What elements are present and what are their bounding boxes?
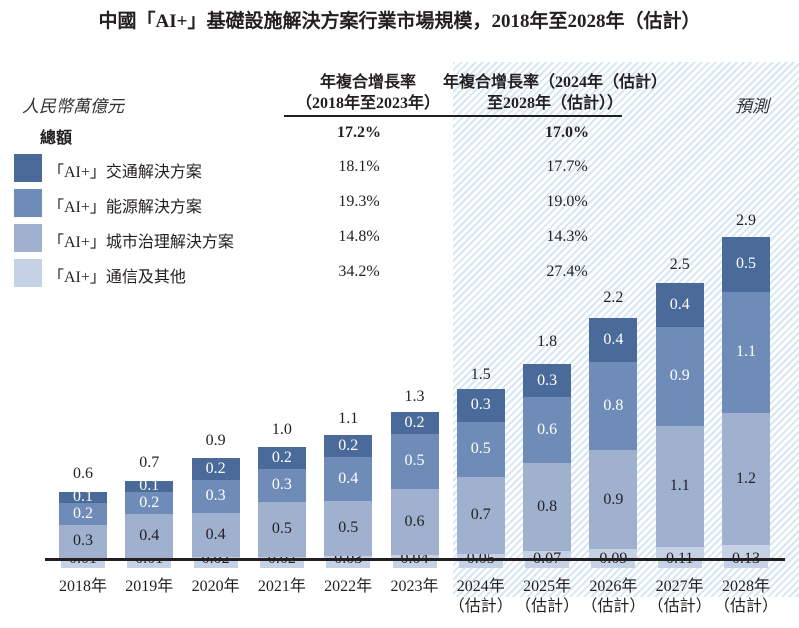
- bar-segment: 0.2: [125, 491, 174, 514]
- bar-segment: 0.6: [523, 397, 572, 464]
- legend-label: 「AI+」通信及其他: [48, 269, 186, 286]
- chart-title: 中國「AI+」基礎設施解決方案行業市場規模，2018年至2028年（估計）: [98, 11, 701, 32]
- bar-segment: 0.9: [655, 326, 704, 426]
- bar-segment: 0.8: [523, 463, 572, 552]
- total-label: 1.1: [338, 410, 359, 427]
- total-label: 2.9: [736, 212, 756, 229]
- total-label: 1.3: [404, 388, 425, 405]
- legend-cagr-forecast: 27.4%: [546, 263, 588, 280]
- total-label: 2.2: [603, 289, 624, 306]
- legend-swatch: [14, 189, 42, 217]
- total-label: 0.9: [205, 432, 226, 449]
- x-tick-label: 2026年 （估計）: [581, 578, 646, 615]
- legend-cagr-forecast: 19.0%: [546, 193, 588, 210]
- legend-cagr-historical: 34.2%: [338, 263, 380, 280]
- x-tick-label: 2020年: [191, 578, 240, 595]
- legend-swatch: [14, 224, 42, 252]
- bar-segment: 0.3: [257, 468, 306, 502]
- bar-segment: 0.4: [191, 512, 240, 557]
- legend-cagr-historical: 19.3%: [338, 193, 380, 210]
- bar-segment: 0.4: [655, 282, 704, 327]
- unit-label: 人民幣萬億元: [22, 97, 124, 116]
- bar-segment: 0.3: [456, 388, 505, 422]
- bar-segment: 0.1: [59, 488, 107, 505]
- legend-cagr-forecast: 17.7%: [546, 158, 588, 175]
- bar-segment: 0.2: [257, 446, 306, 469]
- x-tick-label: 2023年: [390, 578, 439, 595]
- cagr-header-forecast: 年複合增長率（2024年（估計） 至2028年（估計））: [442, 74, 667, 112]
- total-label: 1.0: [271, 421, 292, 438]
- total-label: 0.6: [73, 465, 93, 482]
- bar-segment: 0.5: [324, 500, 373, 556]
- legend-cagr-historical: 18.1%: [338, 158, 380, 175]
- bar-segment: 0.9: [589, 450, 638, 550]
- legend-label: 「AI+」交通解決方案: [48, 164, 202, 181]
- bar-segment: 0.3: [523, 364, 572, 398]
- total-label: 1.8: [537, 333, 558, 350]
- bar-segment: 1.1: [655, 425, 704, 547]
- bar-segment: 0.5: [390, 433, 439, 489]
- x-tick-label: 2025年 （估計）: [515, 578, 580, 615]
- bar-segment: 0.1: [125, 477, 174, 494]
- legend-swatch: [14, 154, 42, 182]
- bar-segment: 0.6: [390, 488, 439, 555]
- legend-swatch: [14, 259, 42, 287]
- bar-segment: 0.3: [191, 479, 240, 513]
- bar-segment: 0.5: [722, 236, 770, 292]
- x-tick-label: 2028年 （估計）: [713, 578, 778, 615]
- legend-label: 「AI+」城市治理解決方案: [48, 234, 234, 251]
- bar-segment: 0.4: [589, 318, 638, 363]
- legend-label: 「AI+」能源解決方案: [48, 199, 202, 216]
- legend-cagr-historical: 14.8%: [338, 228, 380, 245]
- bar-segment: 0.8: [589, 362, 638, 451]
- bar-segment: 0.7: [456, 476, 505, 554]
- total-label: 1.5: [470, 366, 491, 383]
- cagr-header-historical: 年複合增長率 （2018年至2023年）: [295, 74, 440, 112]
- total-label: 0.7: [139, 454, 160, 471]
- x-tick-label: 2024年 （估計）: [448, 578, 513, 615]
- header-rule: [452, 115, 622, 117]
- x-tick-label: 2018年: [58, 578, 107, 595]
- x-tick-label: 2022年: [324, 578, 373, 595]
- bar-segment: 0.2: [191, 457, 240, 480]
- total-cagr-forecast: 17.0%: [545, 124, 589, 141]
- x-tick-label: 2027年 （估計）: [647, 578, 712, 615]
- bar-segment: 0.5: [257, 501, 306, 557]
- bar-segment: 1.2: [722, 412, 770, 545]
- legend-cagr-forecast: 14.3%: [546, 228, 588, 245]
- x-tick-label: 2019年: [125, 578, 174, 595]
- total-cagr-historical: 17.2%: [337, 124, 381, 141]
- bar-segment: 0.2: [324, 434, 373, 457]
- x-tick-label: 2021年: [257, 578, 306, 595]
- bar-segment: 0.4: [125, 513, 174, 558]
- bar-segment: 0.2: [59, 502, 107, 525]
- x-axis-line: [45, 558, 785, 561]
- forecast-label: 預測: [735, 97, 769, 116]
- bar-segment: 0.5: [456, 421, 505, 477]
- bar-segment: 0.4: [324, 456, 373, 501]
- bar-segment: 1.1: [722, 291, 770, 413]
- total-label: 2.5: [669, 256, 690, 273]
- bar-segment: 0.2: [390, 411, 439, 434]
- header-rule: [284, 115, 452, 117]
- bar-segment: 0.3: [59, 524, 107, 558]
- total-label: 總額: [40, 130, 73, 147]
